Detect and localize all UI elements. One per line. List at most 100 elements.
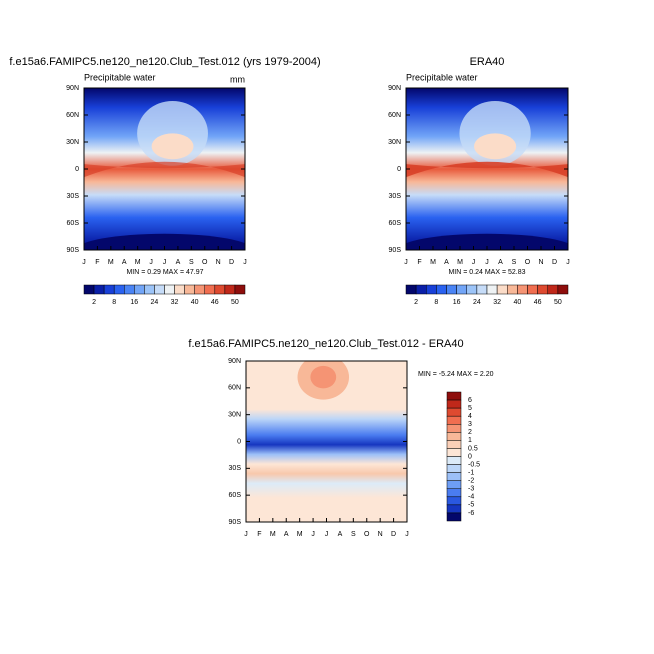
colorbar-box [446,504,462,514]
y-tick-label: 30N [66,139,79,146]
colorbar-box [164,284,175,295]
colorbar-label: 0 [468,453,472,460]
colorbar-box [124,284,135,295]
colorbar-box [446,432,462,441]
x-tick-label: M [270,531,276,538]
x-tick-label: J [244,531,248,538]
colorbar-box [496,284,508,295]
x-tick-label: J [472,259,476,266]
x-tick-label: O [525,259,531,266]
colorbar-box [466,284,478,295]
x-tick-label: O [364,531,370,538]
y-tick-label: 30S [67,193,80,200]
colorbar-box [517,284,528,295]
chart-title: ERA40 [470,56,505,68]
colorbar-label: 24 [473,299,481,306]
colorbar-box [426,284,437,295]
y-tick-label: 0 [397,166,401,173]
colorbar-box [547,284,559,295]
x-tick-label: A [176,259,181,266]
colorbar-box [446,284,457,295]
colorbar-box [144,284,155,295]
field-warm [310,365,337,389]
colorbar-label: 16 [130,299,138,306]
colorbar-box [405,284,417,295]
colorbar-label: 2 [414,299,418,306]
colorbar-box [194,284,205,295]
x-tick-label: S [351,531,356,538]
x-tick-label: J [485,259,489,266]
y-tick-label: 0 [237,438,241,445]
colorbar-label: 6 [468,397,472,404]
colorbar-label: 40 [513,299,521,306]
colorbar-box [446,424,462,433]
colorbar-label: 50 [554,299,562,306]
x-tick-label: M [135,259,141,266]
colorbar-label: 2 [468,429,472,436]
x-tick-label: F [95,259,99,266]
colorbar-box [446,391,462,401]
chart-title: f.e15a6.FAMIPC5.ne120_ne120.Club_Test.01… [188,338,463,350]
x-tick-label: A [284,531,289,538]
x-tick-label: D [391,531,396,538]
x-tick-label: J [325,531,329,538]
colorbar-box [476,284,488,295]
colorbar-box [184,284,195,295]
x-tick-label: D [552,259,557,266]
colorbar-box [83,284,95,295]
x-tick-label: M [297,531,303,538]
colorbar-box [446,399,462,409]
field [246,361,407,522]
x-tick-label: F [257,531,261,538]
units: mm [230,74,245,84]
x-tick-label: A [498,259,503,266]
field-warm [474,133,517,160]
colorbar-label: 1 [468,437,472,444]
colorbar-box [446,488,462,498]
colorbar-box [93,284,105,295]
y-tick-label: 30S [229,465,242,472]
x-tick-label: A [338,531,343,538]
y-tick-label: 60N [66,112,79,119]
colorbar-box [446,496,462,506]
colorbar-box [174,284,185,295]
x-tick-label: J [404,259,408,266]
colorbar-label: 8 [112,299,116,306]
colorbar-box [456,284,467,295]
y-tick-label: 60S [229,492,242,499]
y-tick-label: 60N [388,112,401,119]
y-tick-label: 90N [66,85,79,92]
x-tick-label: N [378,531,383,538]
colorbar-box [446,440,462,449]
x-tick-label: N [216,259,221,266]
stats: MIN = -5.24 MAX = 2.20 [418,371,494,378]
colorbar-box [436,284,447,295]
y-tick-label: 60S [389,220,402,227]
colorbar-label: 24 [151,299,159,306]
x-tick-label: J [405,531,409,538]
x-tick-label: J [566,259,570,266]
colorbar-box [154,284,165,295]
y-tick-label: 0 [75,166,79,173]
colorbar-box [234,284,246,295]
colorbar-label: -2 [468,478,474,485]
colorbar-box [204,284,216,295]
x-tick-label: M [457,259,463,266]
y-tick-label: 90N [388,85,401,92]
colorbar-label: -3 [468,486,474,493]
x-tick-label: M [430,259,436,266]
colorbar-box [557,284,569,295]
colorbar-label: 32 [171,299,179,306]
colorbar-label: 3 [468,421,472,428]
colorbar-box [113,284,125,295]
chart-title: f.e15a6.FAMIPC5.ne120_ne120.Club_Test.01… [9,56,320,68]
colorbar-label: 2 [92,299,96,306]
colorbar-box [446,407,462,417]
colorbar-box [486,284,498,295]
x-tick-label: J [243,259,247,266]
y-tick-label: 90S [389,247,402,254]
colorbar-label: 0.5 [468,445,478,452]
x-tick-label: S [189,259,194,266]
colorbar-box [446,464,462,473]
